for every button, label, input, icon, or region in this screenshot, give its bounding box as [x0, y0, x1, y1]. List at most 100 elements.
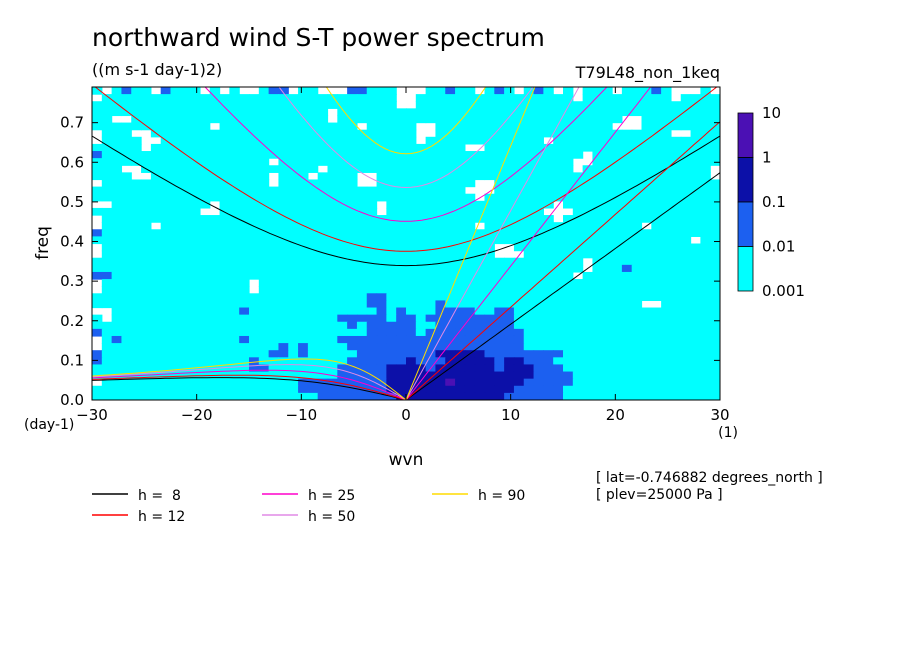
spectrum-cell	[464, 129, 476, 138]
spectrum-cell	[621, 243, 633, 252]
spectrum-cell	[219, 122, 230, 131]
spectrum-cell	[700, 335, 711, 344]
spectrum-cell	[327, 257, 338, 266]
spectrum-cell	[572, 328, 584, 337]
spectrum-cell	[484, 122, 495, 131]
spectrum-cell	[464, 115, 476, 124]
spectrum-cell	[180, 271, 191, 280]
spectrum-cell	[356, 129, 368, 138]
spectrum-cell	[249, 293, 260, 302]
spectrum-cell	[631, 371, 643, 380]
spectrum-cell	[337, 271, 348, 280]
spectrum-cell	[131, 250, 142, 259]
spectrum-cell	[131, 179, 142, 188]
spectrum-cell	[543, 300, 554, 309]
spectrum-cell	[504, 222, 515, 230]
spectrum-cell	[670, 143, 682, 152]
spectrum-cell	[661, 378, 672, 387]
spectrum-cell	[612, 392, 623, 400]
spectrum-cell	[592, 108, 603, 117]
spectrum-cell	[288, 229, 299, 237]
spectrum-cell	[180, 392, 191, 400]
spectrum-cell	[533, 328, 544, 337]
spectrum-cell	[131, 343, 142, 351]
spectrum-cell	[307, 158, 319, 166]
spectrum-cell	[307, 151, 319, 159]
spectrum-cell	[513, 108, 525, 117]
spectrum-cell	[670, 279, 682, 287]
spectrum-cell	[190, 321, 201, 330]
spectrum-cell	[651, 243, 662, 252]
spectrum-cell	[533, 186, 544, 195]
spectrum-cell	[621, 264, 633, 273]
spectrum-cell	[131, 143, 142, 152]
spectrum-cell	[533, 193, 544, 202]
spectrum-cell	[327, 250, 338, 259]
spectrum-cell	[533, 87, 544, 95]
spectrum-cell	[347, 215, 358, 223]
spectrum-cell	[523, 257, 535, 266]
spectrum-cell	[474, 115, 486, 124]
spectrum-cell	[170, 129, 181, 138]
spectrum-cell	[190, 343, 201, 351]
spectrum-cell	[690, 200, 701, 209]
spectrum-cell	[258, 158, 270, 166]
spectrum-cell	[464, 371, 476, 380]
spectrum-cell	[160, 257, 172, 266]
spectrum-cell	[406, 328, 417, 337]
spectrum-cell	[661, 243, 672, 252]
spectrum-cell	[180, 343, 191, 351]
spectrum-cell	[592, 236, 603, 245]
spectrum-cell	[199, 307, 211, 316]
spectrum-cell	[229, 378, 240, 387]
spectrum-cell	[111, 314, 123, 323]
spectrum-cell	[641, 165, 652, 173]
spectrum-cell	[278, 136, 289, 145]
spectrum-cell	[366, 392, 378, 400]
spectrum-cell	[484, 257, 495, 266]
spectrum-cell	[553, 186, 564, 195]
spectrum-cell	[150, 165, 162, 173]
spectrum-cell	[111, 364, 123, 373]
spectrum-cell	[553, 94, 564, 102]
spectrum-cell	[111, 328, 123, 337]
spectrum-cell	[190, 215, 201, 223]
spectrum-cell	[298, 286, 309, 294]
spectrum-cell	[435, 243, 446, 252]
spectrum-cell	[680, 286, 692, 294]
spectrum-cell	[268, 200, 280, 209]
spectrum-cell	[121, 293, 132, 302]
spectrum-cell	[690, 371, 701, 380]
spectrum-cell	[239, 357, 250, 366]
spectrum-cell	[268, 129, 280, 138]
spectrum-cell	[347, 328, 358, 337]
spectrum-cell	[582, 122, 594, 131]
x-unit-label: (1)	[718, 425, 738, 441]
spectrum-cell	[121, 357, 132, 366]
spectrum-cell	[464, 193, 476, 202]
spectrum-cell	[131, 279, 142, 287]
spectrum-cell	[131, 335, 142, 344]
spectrum-cell	[92, 257, 103, 266]
spectrum-cell	[563, 328, 574, 337]
spectrum-cell	[523, 129, 535, 138]
spectrum-cell	[376, 129, 387, 138]
spectrum-cell	[229, 250, 240, 259]
spectrum-cell	[298, 264, 309, 273]
spectrum-cell	[386, 271, 397, 280]
spectrum-cell	[141, 293, 152, 302]
spectrum-cell	[464, 264, 476, 273]
spectrum-cell	[249, 314, 260, 323]
spectrum-cell	[278, 385, 289, 394]
spectrum-cell	[307, 136, 319, 145]
spectrum-cell	[553, 236, 564, 245]
spectrum-cell	[317, 293, 329, 302]
spectrum-cell	[533, 136, 544, 145]
spectrum-cell	[563, 293, 574, 302]
spectrum-cell	[670, 300, 682, 309]
spectrum-cell	[710, 335, 720, 344]
spectrum-cell	[553, 229, 564, 237]
x-tick-label: 10	[501, 406, 520, 424]
spectrum-cell	[455, 392, 466, 400]
spectrum-cell	[710, 200, 720, 209]
